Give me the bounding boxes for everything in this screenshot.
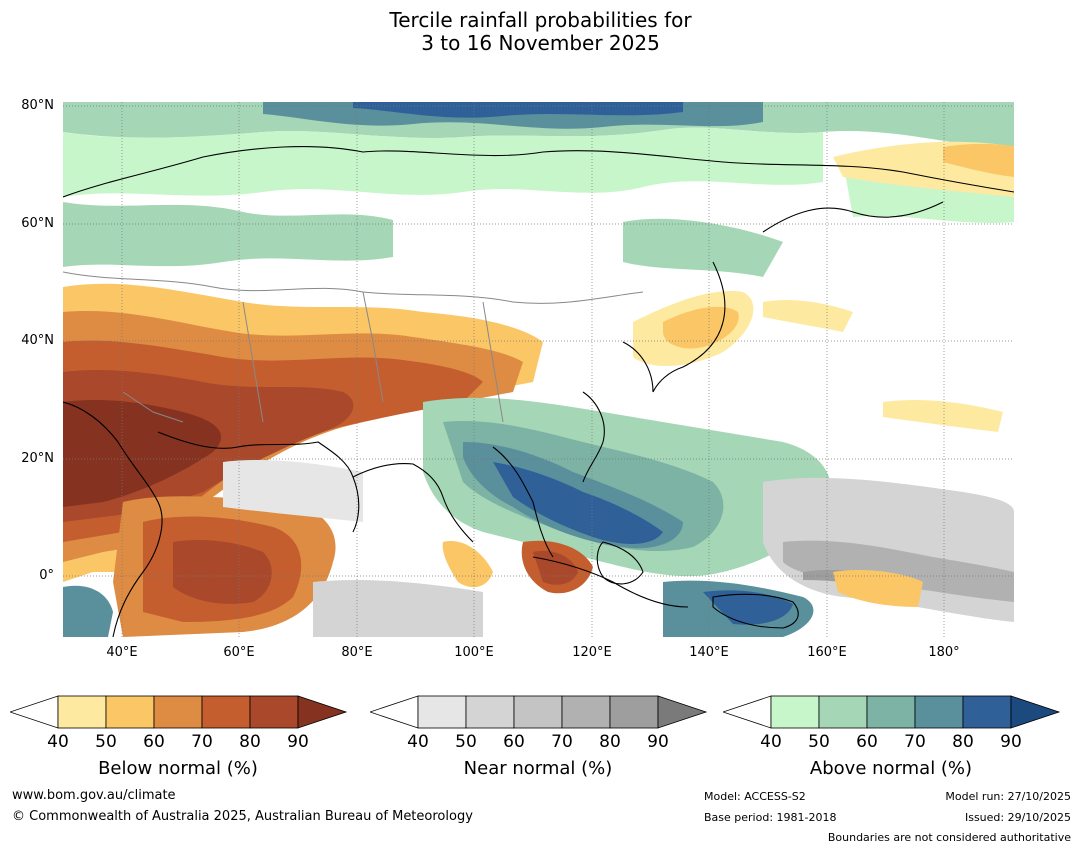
lon-label-120e: 120°E xyxy=(572,645,612,660)
title-line-1: Tercile rainfall probabilities for xyxy=(389,8,692,32)
colorbar-extend-high xyxy=(657,695,708,729)
lon-label-140e: 140°E xyxy=(689,645,729,660)
colorbar-segment xyxy=(249,695,299,729)
colorbar-segment xyxy=(962,695,1012,729)
tick-label: 60 xyxy=(856,732,878,752)
tick-label: 70 xyxy=(551,732,573,752)
lon-label-60e: 60°E xyxy=(223,645,255,660)
tick-label: 80 xyxy=(952,732,974,752)
colorbar-extend-high xyxy=(1010,695,1061,729)
near-normal-label: Near normal (%) xyxy=(463,758,613,779)
colorbar-segment xyxy=(201,695,251,729)
colorbar-extend-low xyxy=(723,695,772,729)
tick-label: 40 xyxy=(760,732,782,752)
colorbar-segment xyxy=(866,695,916,729)
probability-map xyxy=(63,102,1014,637)
website-link[interactable]: www.bom.gov.au/climate xyxy=(12,788,176,803)
lon-label-160e: 160°E xyxy=(807,645,847,660)
lat-label-40n: 40°N xyxy=(21,333,54,348)
colorbar-segment xyxy=(105,695,155,729)
lat-label-20n: 20°N xyxy=(21,451,54,466)
below-normal-label: Below normal (%) xyxy=(98,758,258,779)
issued-text: Issued: 29/10/2025 xyxy=(964,811,1071,824)
base-period-text: Base period: 1981-2018 xyxy=(704,811,837,824)
tick-label: 40 xyxy=(407,732,429,752)
tick-label: 50 xyxy=(808,732,830,752)
tick-label: 60 xyxy=(143,732,165,752)
tick-label: 80 xyxy=(239,732,261,752)
lon-label-80e: 80°E xyxy=(341,645,373,660)
colorbar-segment xyxy=(465,695,515,729)
colorbar-extend-low xyxy=(370,695,419,729)
lat-label-80n: 80°N xyxy=(21,98,54,113)
title-line-2: 3 to 16 November 2025 xyxy=(421,31,660,55)
colorbar-segment xyxy=(153,695,203,729)
lon-label-100e: 100°E xyxy=(454,645,494,660)
colorbar-extend-high xyxy=(297,695,348,729)
above-normal-label: Above normal (%) xyxy=(809,758,973,779)
model-run-text: Model run: 27/10/2025 xyxy=(945,790,1071,803)
colorbar-segment xyxy=(513,695,563,729)
tick-label: 50 xyxy=(455,732,477,752)
above-normal-colorbar xyxy=(723,695,1061,729)
lon-label-180: 180° xyxy=(928,645,960,660)
tick-label: 70 xyxy=(904,732,926,752)
near-normal-colorbar xyxy=(370,695,708,729)
tick-label: 60 xyxy=(503,732,525,752)
colorbar-segment xyxy=(609,695,659,729)
disclaimer-text: Boundaries are not considered authoritat… xyxy=(827,831,1071,844)
copyright-text: © Commonwealth of Australia 2025, Austra… xyxy=(12,809,473,824)
tick-label: 90 xyxy=(287,732,309,752)
below-normal-colorbar xyxy=(10,695,348,729)
colorbar-extend-low xyxy=(10,695,59,729)
tick-label: 90 xyxy=(1000,732,1022,752)
colorbar-segment xyxy=(57,695,107,729)
tick-label: 50 xyxy=(95,732,117,752)
colorbar-segment xyxy=(770,695,820,729)
colorbar-segment xyxy=(818,695,868,729)
tick-label: 70 xyxy=(191,732,213,752)
colorbar-segment xyxy=(561,695,611,729)
lat-label-0: 0° xyxy=(39,568,54,583)
tick-label: 80 xyxy=(599,732,621,752)
model-text: Model: ACCESS-S2 xyxy=(704,790,806,803)
lon-label-40e: 40°E xyxy=(106,645,138,660)
tick-label: 90 xyxy=(647,732,669,752)
colorbar-segment xyxy=(914,695,964,729)
lat-label-60n: 60°N xyxy=(21,216,54,231)
map-title: Tercile rainfall probabilities for 3 to … xyxy=(0,9,1081,55)
tick-label: 40 xyxy=(47,732,69,752)
colorbar-segment xyxy=(417,695,467,729)
